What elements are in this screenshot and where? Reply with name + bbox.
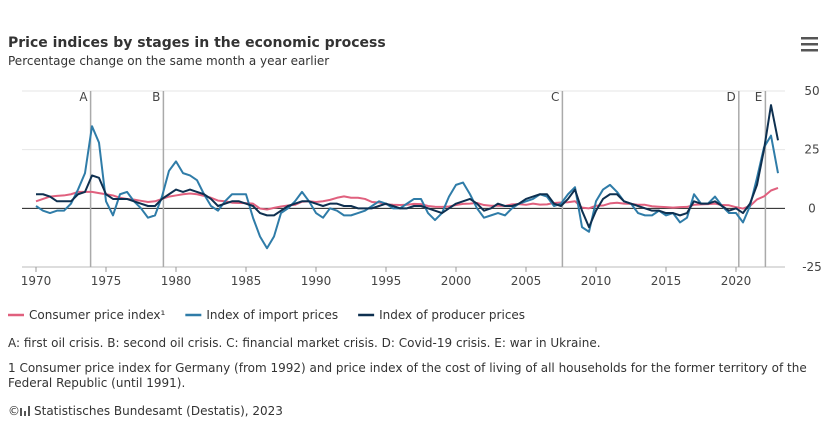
logo-bar bbox=[24, 411, 26, 416]
x-tick-label: 2015 bbox=[651, 274, 682, 288]
event-label: E bbox=[755, 90, 763, 104]
x-tick-label: 2000 bbox=[441, 274, 472, 288]
footnote: 1 Consumer price index for Germany (from… bbox=[8, 361, 807, 390]
series-line bbox=[35, 125, 779, 250]
chart-subtitle: Percentage change on the same month a ye… bbox=[8, 54, 329, 68]
y-tick-label: 0 bbox=[808, 201, 816, 215]
menu-button[interactable] bbox=[801, 37, 818, 52]
event-label: D bbox=[727, 90, 736, 104]
legend-label: Index of import prices bbox=[206, 308, 338, 322]
source: Statistisches Bundesamt (Destatis), 2023 bbox=[34, 404, 283, 418]
event-label: B bbox=[152, 90, 160, 104]
menu-bar bbox=[801, 37, 818, 40]
y-tick-label: 25 bbox=[804, 143, 819, 157]
menu-bar bbox=[801, 49, 818, 52]
x-tick-label: 1970 bbox=[21, 274, 52, 288]
y-tick-label: 50 bbox=[804, 84, 819, 98]
x-tick-label: 1975 bbox=[91, 274, 122, 288]
note: A: first oil crisis. B: second oil crisi… bbox=[8, 336, 601, 350]
legend-label: Consumer price index¹ bbox=[29, 308, 166, 322]
event-label: C bbox=[551, 90, 559, 104]
logo bbox=[20, 406, 30, 416]
x-tick-label: 2020 bbox=[721, 274, 752, 288]
legend-item[interactable]: Index of producer prices bbox=[358, 308, 525, 322]
series-line bbox=[36, 104, 779, 229]
legend-label: Index of producer prices bbox=[379, 308, 525, 322]
footnote-line: 1 Consumer price index for Germany (from… bbox=[8, 361, 807, 375]
x-tick-label: 1990 bbox=[301, 274, 332, 288]
legend-item[interactable]: Index of import prices bbox=[185, 308, 338, 322]
menu-bar bbox=[801, 43, 818, 46]
x-tick-label: 2005 bbox=[511, 274, 542, 288]
footnote-line: Federal Republic (until 1991). bbox=[8, 376, 185, 390]
legend-item[interactable]: Consumer price index¹ bbox=[8, 308, 166, 322]
x-tick-label: 1995 bbox=[371, 274, 402, 288]
logo-bar bbox=[20, 408, 22, 416]
x-tick-label: 2010 bbox=[581, 274, 612, 288]
event-label: A bbox=[79, 90, 88, 104]
logo-bar bbox=[28, 406, 30, 416]
y-tick-label: -25 bbox=[802, 260, 822, 274]
x-tick-label: 1985 bbox=[231, 274, 262, 288]
chart-title: Price indices by stages in the economic … bbox=[8, 35, 386, 51]
x-tick-label: 1980 bbox=[161, 274, 192, 288]
copyright: © bbox=[8, 404, 20, 418]
